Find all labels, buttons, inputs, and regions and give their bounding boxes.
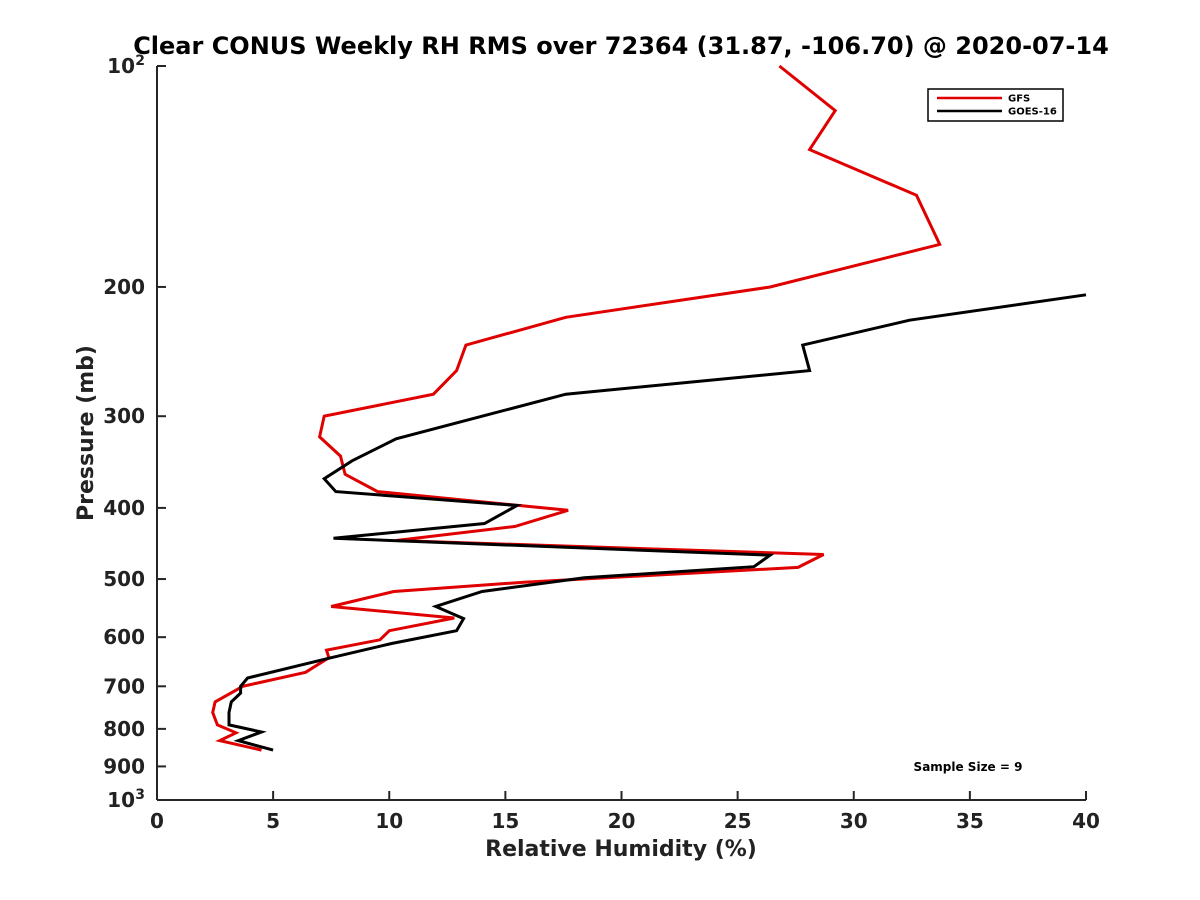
series-line-goes-16 — [227, 293, 1087, 752]
x-tick-label: 15 — [491, 809, 519, 833]
x-tick-label: 10 — [375, 809, 403, 833]
y-tick-label: 10 — [107, 54, 135, 78]
y-tick-exponent: 2 — [135, 53, 145, 69]
y-tick-exponent: 3 — [135, 787, 145, 803]
x-tick-label: 30 — [840, 809, 868, 833]
y-tick-label: 300 — [103, 404, 145, 428]
y-tick-label: 500 — [103, 567, 145, 591]
y-tick-label: 10 — [107, 788, 135, 812]
legend-label-gfs: GFS — [1008, 94, 1030, 105]
legend-label-goes-16: GOES-16 — [1008, 107, 1057, 118]
x-tick-label: 0 — [150, 809, 164, 833]
x-tick-label: 40 — [1072, 809, 1100, 833]
x-tick-label: 25 — [724, 809, 752, 833]
y-tick-label: 600 — [103, 625, 145, 649]
y-axis-label: Pressure (mb) — [74, 345, 99, 521]
x-tick-label: 35 — [956, 809, 984, 833]
chart-title: Clear CONUS Weekly RH RMS over 72364 (31… — [133, 32, 1109, 60]
x-axis-label: Relative Humidity (%) — [485, 837, 757, 862]
y-tick-label: 200 — [103, 275, 145, 299]
legend-box — [927, 88, 1064, 122]
x-tick-label: 5 — [266, 809, 280, 833]
y-tick-label: 400 — [103, 496, 145, 520]
legend: GFS GOES-16 — [927, 88, 1064, 122]
sample-size-annotation: Sample Size = 9 — [914, 760, 1023, 774]
series-line-gfs — [211, 64, 942, 752]
y-tick-label: 700 — [103, 674, 145, 698]
y-tick-label: 900 — [103, 754, 145, 778]
y-tick-label: 800 — [103, 717, 145, 741]
x-tick-label: 20 — [608, 809, 636, 833]
